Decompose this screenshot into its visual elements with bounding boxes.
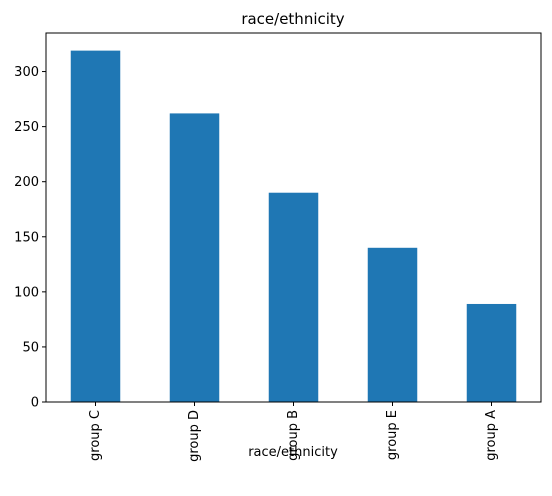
y-tick-label: 0 <box>31 396 39 411</box>
x-axis-title: race/ethnicity <box>248 445 338 460</box>
x-tick-label: group C <box>88 410 103 461</box>
x-tick-label: group E <box>385 410 400 460</box>
y-tick-label: 100 <box>14 285 39 300</box>
y-tick-label: 200 <box>14 175 39 190</box>
bar-group-c <box>70 50 121 403</box>
bar-group-a <box>466 303 517 402</box>
x-tick-label: group B <box>286 410 301 461</box>
bar-group-d <box>169 113 220 402</box>
chart-title: race/ethnicity <box>241 10 344 28</box>
y-tick-label: 50 <box>22 340 39 355</box>
y-tick-label: 150 <box>14 230 39 245</box>
y-tick-label: 300 <box>14 65 39 80</box>
bar-group-b <box>268 192 319 402</box>
x-tick-label: group A <box>484 410 499 461</box>
x-tick-label: group D <box>187 410 202 462</box>
y-axis: 0 50 100 150 200 250 300 <box>14 65 46 411</box>
plot-frame <box>45 32 542 403</box>
x-axis: group C group D group B group E group A <box>88 402 499 462</box>
bar-group-e <box>367 247 418 402</box>
y-tick-label: 250 <box>14 120 39 135</box>
bars-group <box>70 50 517 403</box>
